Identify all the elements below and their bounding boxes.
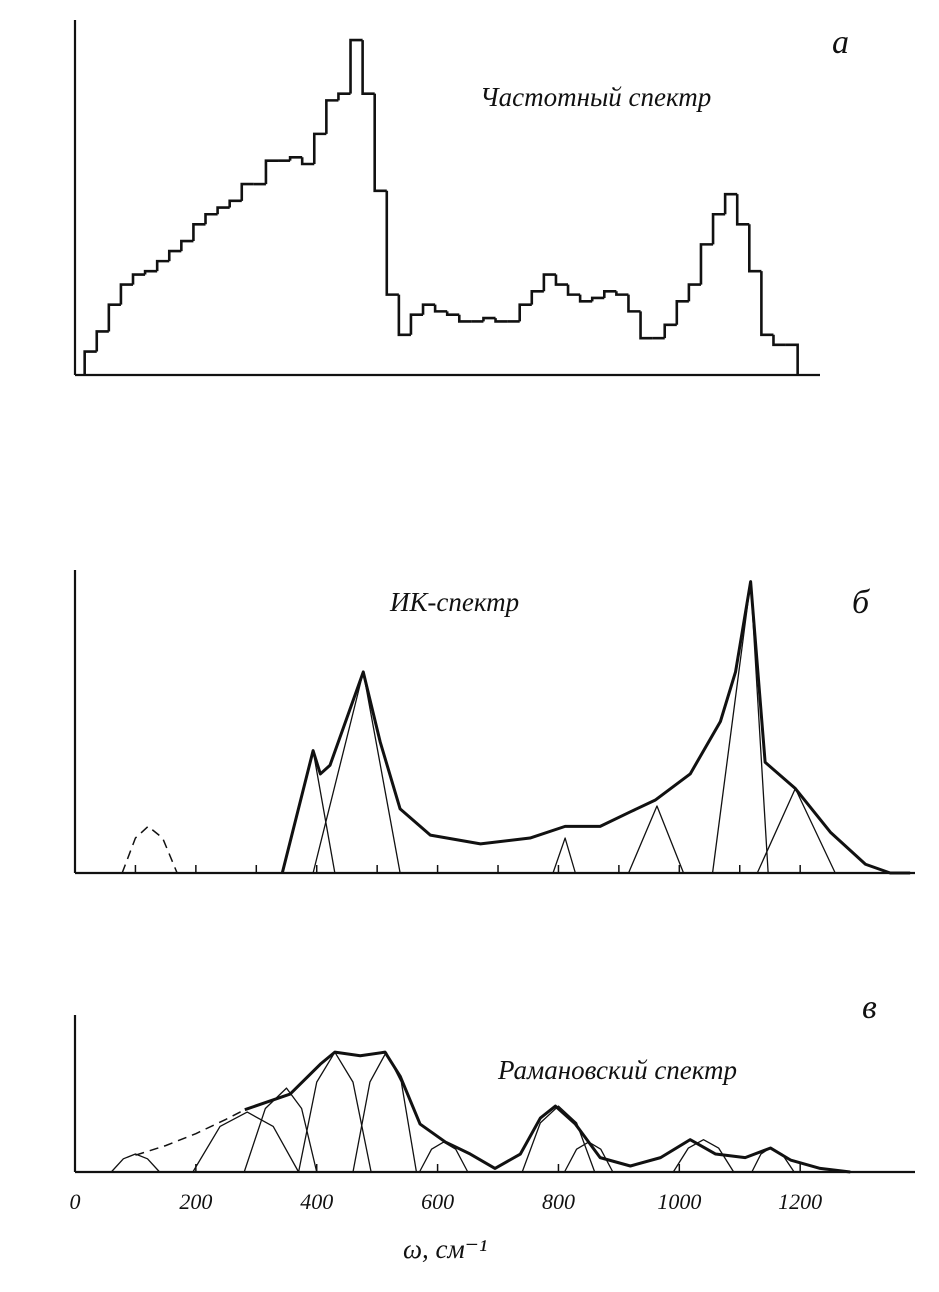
histogram-bar — [373, 93, 387, 193]
histogram-bar — [723, 192, 738, 215]
spectrum-line — [110, 1153, 161, 1173]
histogram-bar — [204, 212, 218, 225]
histogram-bar — [312, 132, 327, 165]
histogram-bar — [409, 313, 424, 335]
histogram-bar — [663, 323, 677, 339]
x-tick-label: 0 — [70, 1189, 81, 1214]
histogram-bar — [687, 283, 701, 302]
spectrum-line — [418, 1141, 469, 1173]
spectrum-line — [281, 749, 336, 874]
histogram-bar — [542, 273, 556, 292]
spectrum-line — [135, 1109, 246, 1156]
spectrum-line — [280, 580, 911, 875]
histogram-bar — [361, 40, 375, 95]
histogram-bar — [300, 157, 315, 166]
histogram-bar — [349, 38, 363, 94]
histogram-bar — [772, 334, 786, 347]
histogram-bar — [748, 224, 762, 273]
histogram-bar — [699, 243, 714, 285]
histogram-bar — [119, 283, 134, 305]
spectrum-line — [711, 581, 769, 874]
histogram-bar — [421, 303, 436, 315]
histogram-bar — [785, 343, 799, 375]
histogram-bar — [602, 289, 617, 298]
x-tick-label: 600 — [421, 1189, 454, 1214]
histogram-bar — [228, 199, 242, 208]
histogram-bar — [143, 269, 158, 275]
spectrum-line — [552, 837, 576, 874]
histogram-bar — [760, 271, 774, 337]
x-tick-label: 200 — [179, 1189, 212, 1214]
histogram-bar — [325, 99, 339, 134]
histogram-bar — [590, 296, 605, 302]
x-tick-label: 1200 — [778, 1189, 822, 1214]
x-tick-label: 800 — [542, 1189, 575, 1214]
histogram-bar — [530, 289, 544, 305]
spectrum-line — [244, 1050, 851, 1174]
histogram-bar — [288, 156, 303, 161]
histogram-bar — [445, 311, 460, 317]
histogram-bar — [131, 273, 146, 285]
histogram-bar — [167, 249, 182, 262]
histogram-bar — [615, 291, 629, 296]
histogram-bar — [385, 190, 399, 296]
histogram-bar — [240, 182, 254, 201]
histogram-bar — [433, 304, 448, 313]
x-axis-label: ω, см⁻¹ — [403, 1234, 487, 1264]
panel-label: а — [832, 24, 849, 61]
histogram-bar — [180, 239, 194, 252]
histogram-bar — [457, 314, 472, 323]
histogram-bar — [627, 294, 641, 313]
histogram-bar — [216, 206, 230, 215]
histogram-bar — [192, 222, 206, 242]
panel-title: ИК-спектр — [389, 587, 519, 617]
histogram-bar — [264, 159, 279, 185]
spectrum-line — [521, 1105, 596, 1173]
panel-title: Рамановский спектр — [497, 1055, 737, 1085]
histogram-bar — [397, 294, 411, 337]
spectrum-line — [672, 1138, 735, 1173]
histogram-bar — [554, 274, 569, 286]
histogram-bar — [675, 300, 689, 325]
spectrum-line — [243, 1087, 318, 1173]
panel-label: б — [852, 584, 871, 621]
panel-title: Частотный спектр — [480, 82, 711, 112]
spectrum-line — [312, 671, 401, 874]
histogram-bar — [566, 284, 581, 296]
histogram-bar — [494, 318, 508, 323]
histogram-bar — [639, 311, 653, 340]
spectrum-line — [751, 1147, 795, 1173]
histogram-bar — [155, 259, 170, 272]
x-tick-label: 1000 — [657, 1189, 701, 1214]
histogram-bar — [83, 350, 97, 375]
x-tick-label: 400 — [300, 1189, 333, 1214]
histogram-bar — [95, 330, 109, 352]
histogram-bar — [337, 92, 351, 101]
panel-label: в — [862, 989, 877, 1026]
histogram-bar — [482, 316, 496, 322]
histogram-bar — [711, 212, 726, 245]
spectrum-line — [756, 787, 836, 874]
histogram-bar — [107, 303, 121, 332]
histogram-bar — [578, 294, 593, 303]
histogram-bar — [518, 303, 532, 322]
spectrum-line — [192, 1111, 300, 1173]
spectrum-line — [563, 1141, 614, 1173]
spectrum-line — [352, 1051, 418, 1173]
histogram-bar — [735, 194, 750, 226]
spectrum-line — [627, 805, 685, 874]
spectrum-line — [297, 1051, 372, 1173]
spectrum-line — [121, 825, 178, 874]
